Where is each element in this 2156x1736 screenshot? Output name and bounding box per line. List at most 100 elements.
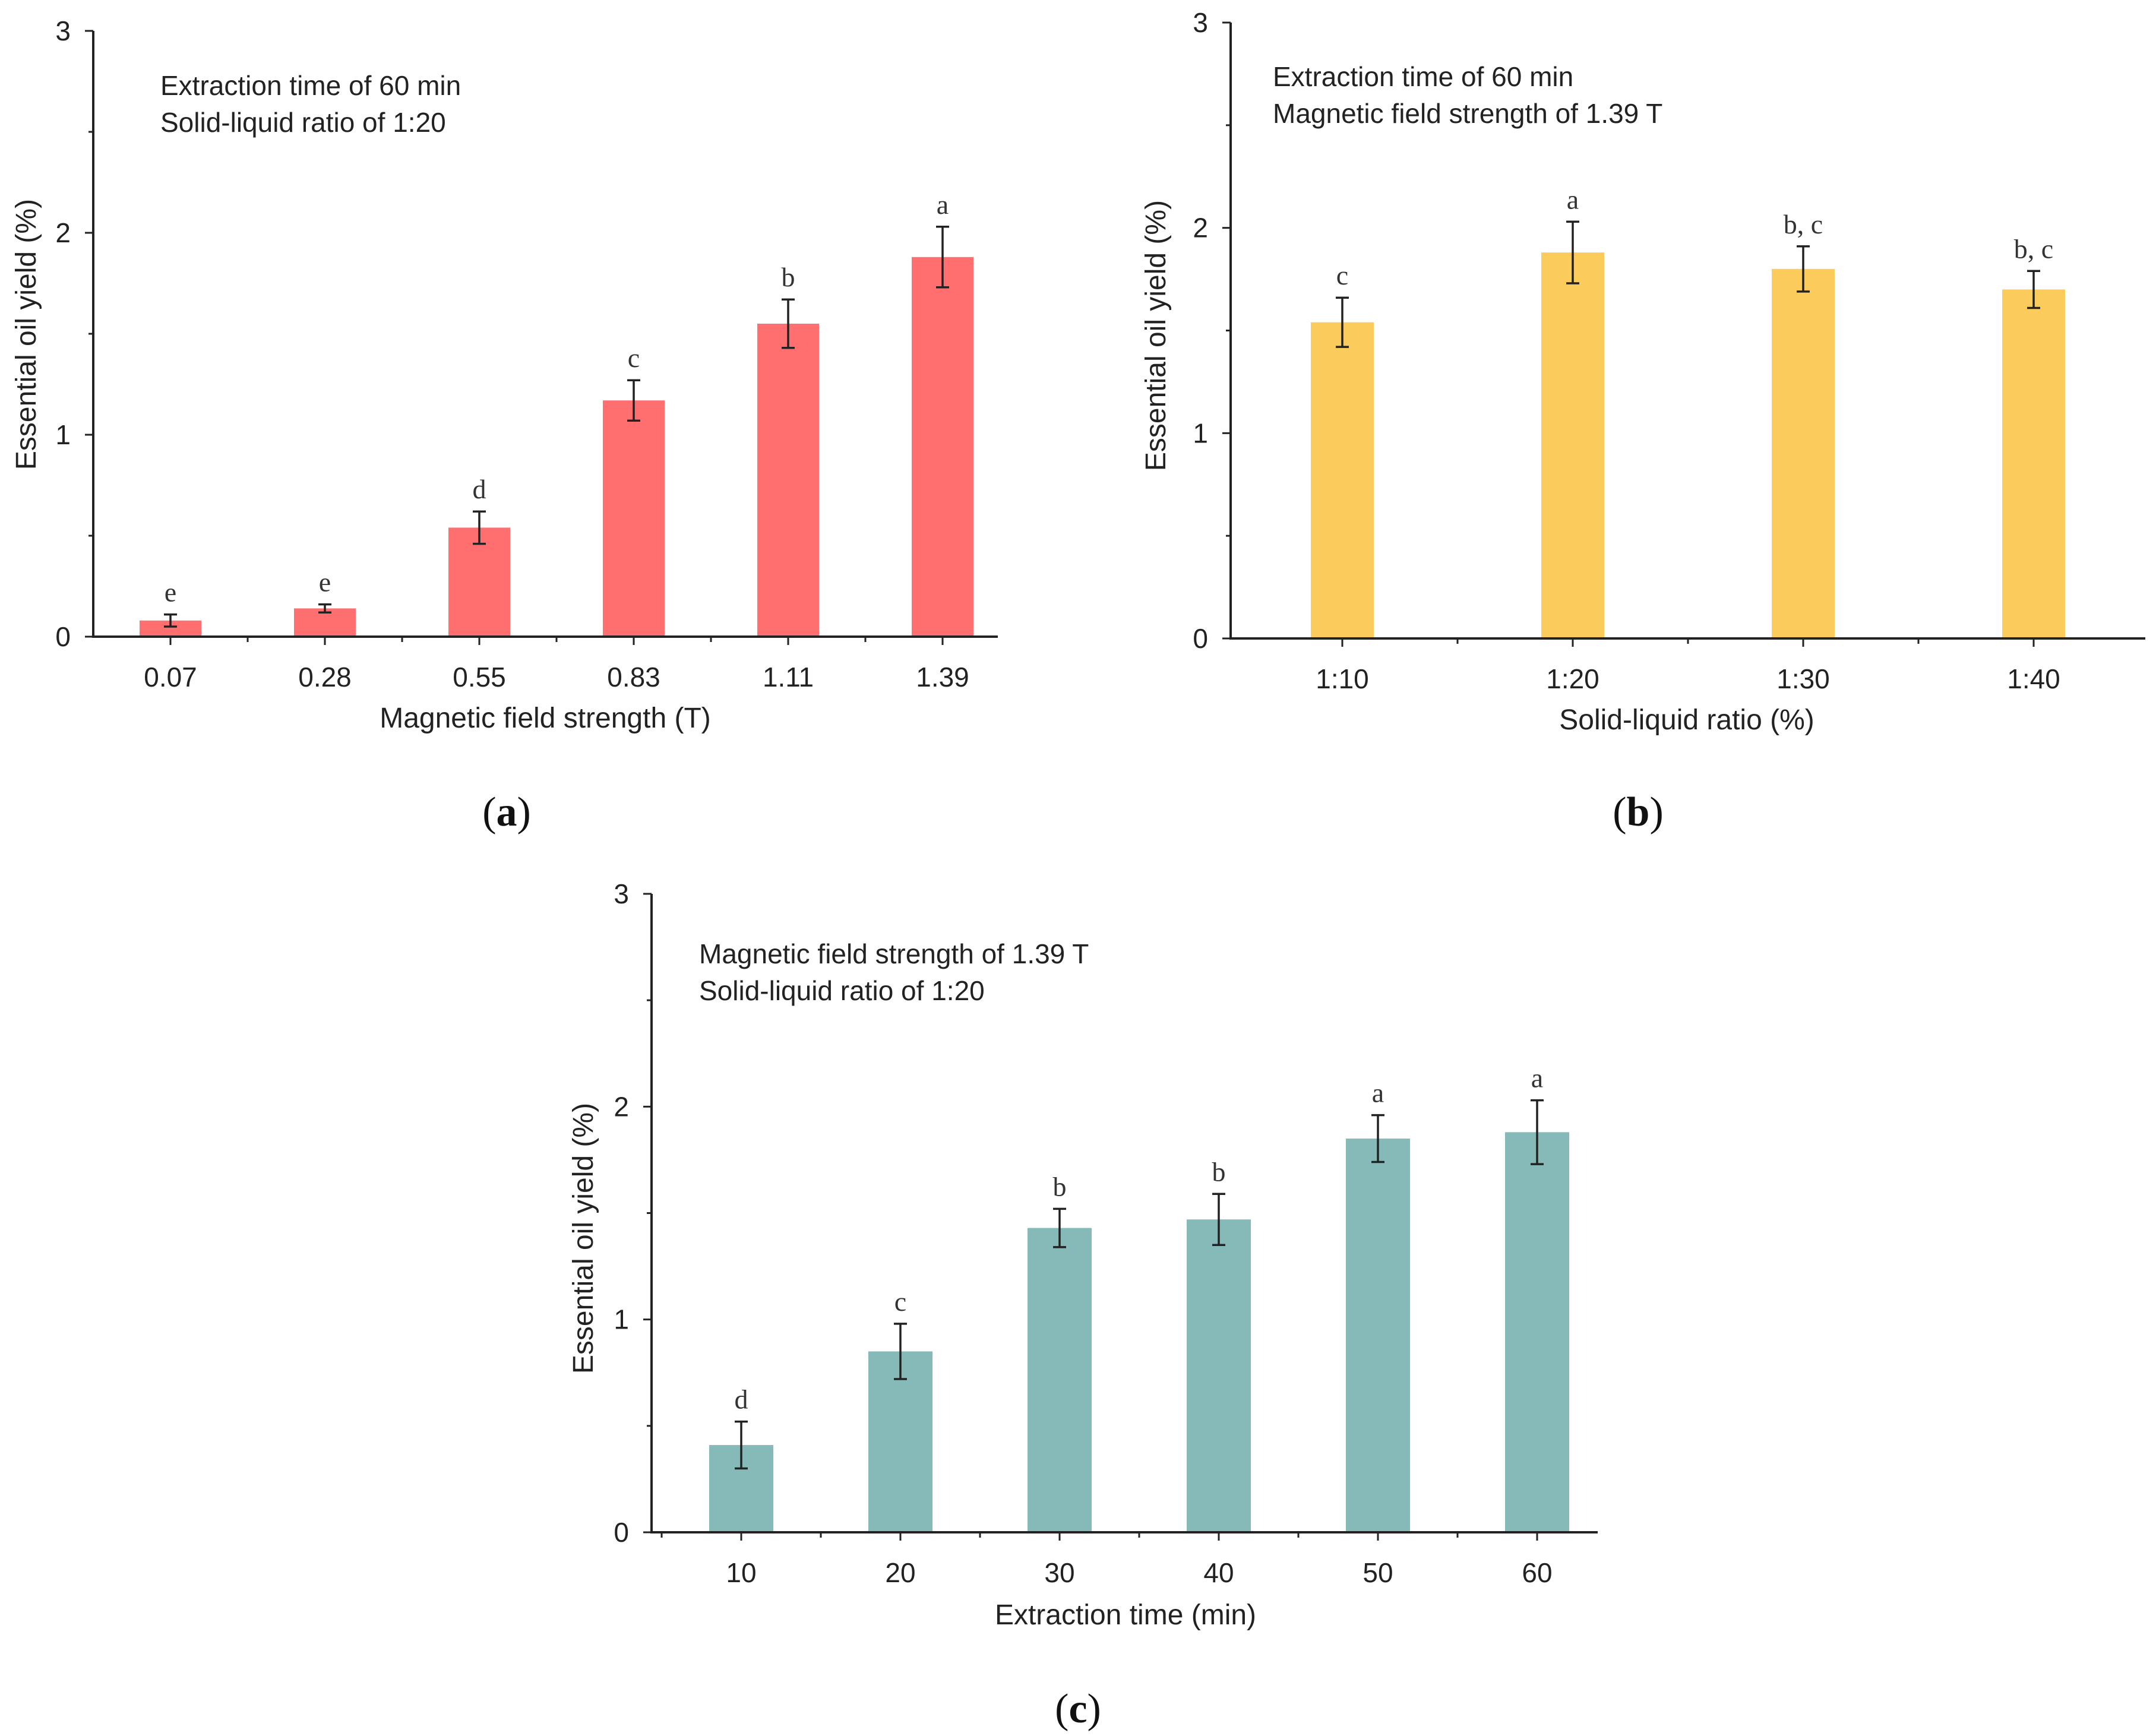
significance-letter: a <box>1567 184 1579 214</box>
significance-letter: d <box>473 474 486 504</box>
error-bar <box>1797 245 1810 293</box>
bar <box>868 1351 932 1532</box>
significance-letter: b <box>782 262 795 292</box>
y-ticks-b: 0 1 2 3 <box>1193 7 1231 654</box>
significance-letter: b <box>1212 1156 1226 1187</box>
error-bar <box>627 379 640 422</box>
y-tick-label: 3 <box>55 15 71 46</box>
error-bars-a <box>164 226 949 628</box>
bar <box>1541 252 1604 638</box>
y-tick-label: 1 <box>1193 418 1208 448</box>
error-bar <box>936 226 949 289</box>
panel-label-b: (b) <box>1613 789 1664 835</box>
significance-letter: a <box>1372 1078 1384 1108</box>
x-tick-label: 0.28 <box>298 662 352 692</box>
annotation-a-1: Extraction time of 60 min <box>160 70 461 101</box>
x-tick-label: 30 <box>1044 1557 1074 1588</box>
bar <box>757 324 819 637</box>
error-bar <box>318 603 331 614</box>
x-axis-title-b: Solid-liquid ratio (%) <box>1559 704 1814 736</box>
x-axis-title-c: Extraction time (min) <box>995 1599 1256 1631</box>
panel-c: d c b b a a 0 1 2 3 10 20 30 40 50 60 Essential oil y… <box>568 878 1598 1732</box>
x-tick-label: 10 <box>726 1557 756 1588</box>
x-axis-title-a: Magnetic field strength (T) <box>380 703 711 734</box>
significance-letter: a <box>1531 1063 1543 1093</box>
y-tick-label: 0 <box>1193 623 1208 654</box>
error-bars-c <box>735 1099 1544 1470</box>
y-axis-title-b: Essential oil yield (%) <box>1140 200 1172 471</box>
x-tick-label: 1:40 <box>2007 663 2060 694</box>
x-ticks-c: 10 20 30 40 50 60 <box>660 1532 1553 1588</box>
error-bars-b <box>1336 220 2040 348</box>
significance-letter: a <box>937 189 949 220</box>
significance-letter: c <box>894 1286 906 1317</box>
y-tick-label: 2 <box>55 217 71 248</box>
x-tick-label: 0.83 <box>607 662 660 692</box>
bar <box>448 527 510 637</box>
bar <box>1772 268 1835 638</box>
error-bar <box>1371 1114 1384 1163</box>
y-tick-label: 0 <box>614 1517 629 1548</box>
letters-a: e e d c b a <box>165 189 949 608</box>
bar <box>912 257 973 637</box>
annotation-a-2: Solid-liquid ratio of 1:20 <box>160 107 446 138</box>
x-tick-label: 1:20 <box>1546 663 1599 694</box>
annotation-c-2: Solid-liquid ratio of 1:20 <box>699 975 985 1006</box>
y-tick-label: 3 <box>1193 7 1208 38</box>
panel-label-c: (c) <box>1055 1686 1101 1732</box>
significance-letter: e <box>165 577 176 608</box>
y-tick-label: 1 <box>614 1304 629 1335</box>
letters-c: d c b b a a <box>735 1063 1544 1415</box>
error-bar <box>894 1323 907 1380</box>
y-tick-label: 1 <box>55 419 71 450</box>
error-bar <box>1336 296 1349 348</box>
error-bar <box>1212 1193 1225 1246</box>
y-ticks-c: 0 1 2 3 <box>614 878 652 1548</box>
x-tick-label: 1.39 <box>916 662 969 692</box>
x-ticks-a: 0.07 0.28 0.55 0.83 1.11 1.39 <box>144 637 969 692</box>
bar <box>1187 1219 1251 1532</box>
y-tick-label: 0 <box>55 621 71 652</box>
bars-c <box>709 1132 1569 1532</box>
significance-letter: d <box>735 1384 748 1415</box>
y-axis-title-c: Essential oil yield (%) <box>568 1103 599 1374</box>
x-tick-label: 1:30 <box>1776 663 1830 694</box>
significance-letter: c <box>628 343 640 373</box>
x-tick-label: 60 <box>1522 1557 1552 1588</box>
y-tick-label: 2 <box>1193 213 1208 244</box>
letters-b: c a b, c b, c <box>1336 184 2053 290</box>
annotation-b-2: Magnetic field strength of 1.39 T <box>1273 98 1662 129</box>
bars-b <box>1311 252 2065 638</box>
bar <box>1505 1132 1569 1532</box>
error-bar <box>1566 220 1579 284</box>
panel-b: c a b, c b, c 0 1 2 3 1:10 1:20 1:30 1:40 Essenti… <box>1140 7 2145 835</box>
x-tick-label: 0.07 <box>144 662 197 692</box>
y-axis-title-a: Essential oil yield (%) <box>11 199 42 470</box>
y-ticks-a: 0 1 2 3 <box>55 15 93 652</box>
x-tick-label: 1.11 <box>763 662 814 692</box>
significance-letter: c <box>1336 260 1348 290</box>
x-tick-label: 40 <box>1203 1557 1234 1588</box>
annotation-b-1: Extraction time of 60 min <box>1273 61 1573 92</box>
bar <box>2002 289 2065 638</box>
bar <box>1028 1228 1092 1532</box>
error-bar <box>782 298 795 349</box>
x-tick-label: 20 <box>885 1557 915 1588</box>
bar <box>1311 322 1374 638</box>
annotation-c-1: Magnetic field strength of 1.39 T <box>699 938 1089 969</box>
x-ticks-b: 1:10 1:20 1:30 1:40 <box>1316 638 2060 694</box>
x-tick-label: 50 <box>1362 1557 1393 1588</box>
significance-letter: e <box>319 567 331 597</box>
bar <box>603 400 665 637</box>
significance-letter: b, c <box>2014 233 2053 264</box>
x-tick-label: 1:10 <box>1316 663 1369 694</box>
bar <box>1346 1139 1410 1532</box>
error-bar <box>473 510 486 545</box>
error-bar <box>164 613 177 628</box>
y-tick-label: 2 <box>614 1091 629 1122</box>
error-bar <box>2027 270 2040 309</box>
error-bar <box>1531 1099 1544 1165</box>
panel-a: e e d c b a 0 1 2 3 0.07 0.28 0.55 0.83 1.11 1.39 Ess… <box>11 15 998 835</box>
error-bar <box>1053 1207 1066 1248</box>
panel-label-a: (a) <box>482 789 531 835</box>
